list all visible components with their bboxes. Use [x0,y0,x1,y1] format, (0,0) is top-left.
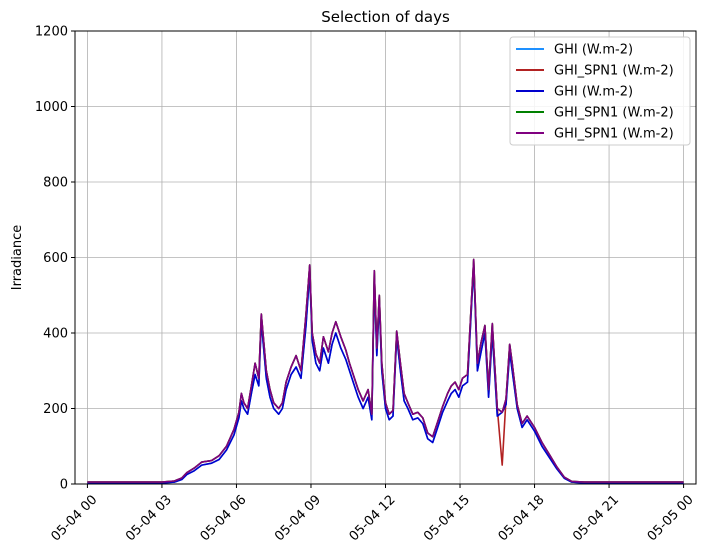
x-tick-label: 05-04 12 [347,492,399,544]
legend: GHI (W.m-2) GHI_SPN1 (W.m-2) GHI (W.m-2) GH… [509,36,691,146]
x-tick-label: 05-04 09 [272,492,324,544]
chart-title: Selection of days [321,8,450,26]
x-tick-label: 05-04 06 [198,492,250,544]
y-tick-label: 1000 [35,100,68,115]
x-tick-label: 05-04 15 [421,492,473,544]
legend-label: GHI (W.m-2) [554,85,633,100]
x-axis-ticks: 05-04 00 05-04 03 05-04 06 05-04 09 05-04 12… [49,484,697,544]
x-tick-label: 05-04 18 [496,492,548,544]
x-tick-label: 05-04 21 [570,492,622,544]
grid-lines [75,30,696,485]
y-tick-label: 800 [43,176,68,191]
legend-label: GHI (W.m-2) [554,43,633,58]
series-line-5 [87,258,684,483]
y-tick-label: 400 [43,327,68,342]
series-lines [87,258,684,484]
legend-label: GHI_SPN1 (W.m-2) [554,64,674,79]
series-line-3 [87,264,684,484]
y-axis-label: Irradiance [10,225,25,290]
legend-box [509,36,691,146]
x-tick-label: 05-04 03 [123,492,175,544]
x-tick-label: 05-05 00 [645,492,697,544]
y-axis-ticks: 0 200 400 600 800 1000 1200 [35,25,75,493]
legend-label: GHI_SPN1 (W.m-2) [554,127,674,142]
y-tick-label: 0 [60,478,68,493]
y-tick-label: 200 [43,402,68,417]
x-tick-label: 05-04 00 [49,492,101,544]
y-tick-label: 600 [43,251,68,266]
legend-label: GHI_SPN1 (W.m-2) [554,106,674,121]
y-tick-label: 1200 [35,25,68,40]
